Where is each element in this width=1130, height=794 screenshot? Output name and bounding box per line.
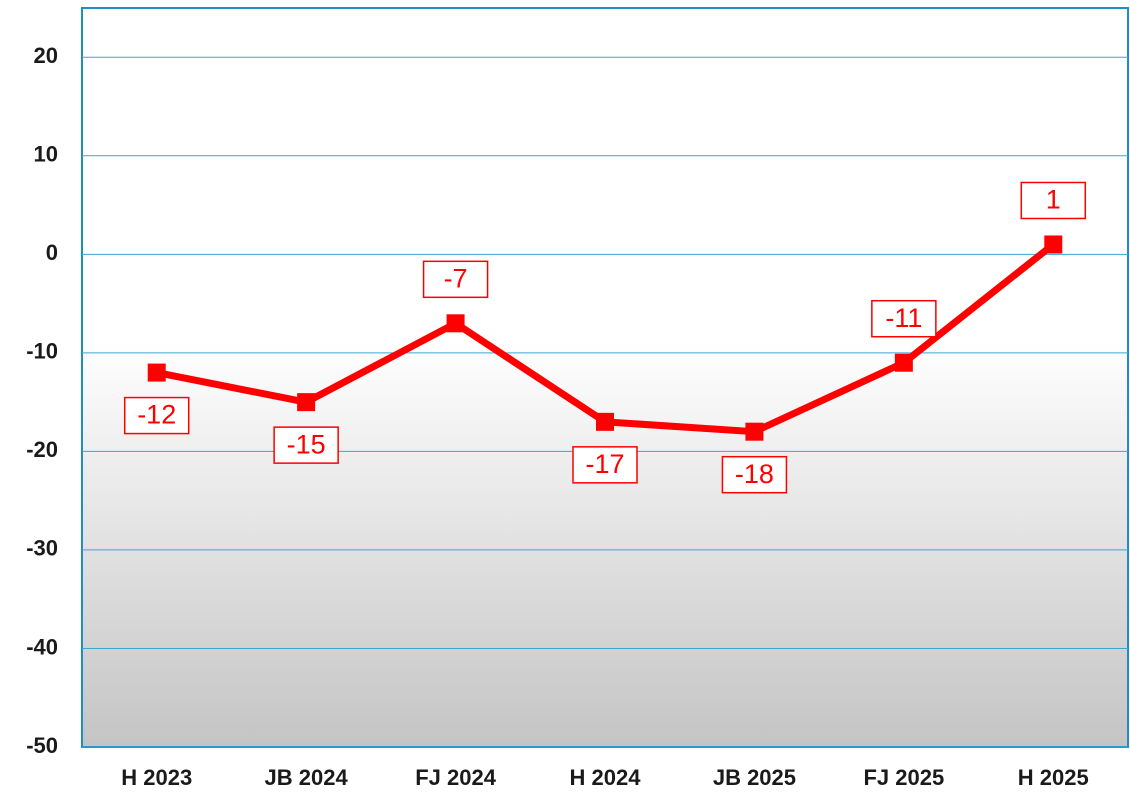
x-tick-label: FJ 2025 [863, 765, 944, 790]
data-label-box [871, 299, 937, 338]
data-point [446, 314, 465, 333]
data-point [1044, 235, 1063, 254]
data-point [894, 353, 913, 372]
data-label: -7 [444, 263, 468, 293]
x-tick-label: JB 2025 [713, 765, 796, 790]
x-tick-label: FJ 2024 [415, 765, 496, 790]
data-point [297, 393, 316, 412]
y-tick-label: 10 [34, 142, 58, 167]
data-label: -11 [885, 303, 922, 333]
data-label-box [422, 260, 489, 299]
data-label-box [721, 455, 788, 494]
x-tick-label: H 2024 [570, 765, 642, 790]
y-tick-label: -10 [26, 339, 58, 364]
x-tick-label: H 2025 [1018, 765, 1089, 790]
data-point [745, 422, 764, 441]
data-label-box [273, 426, 339, 464]
x-tick-label: JB 2024 [265, 765, 349, 790]
data-label-box [572, 446, 638, 484]
data-label: -17 [585, 449, 624, 479]
data-label: -15 [287, 429, 326, 459]
data-label: -12 [137, 400, 176, 430]
y-tick-label: 20 [34, 43, 58, 68]
y-tick-label: -50 [26, 733, 58, 758]
x-tick-label: H 2023 [121, 765, 192, 790]
data-point [147, 363, 166, 382]
data-point [596, 412, 614, 431]
data-label: 1 [1046, 185, 1061, 215]
y-tick-label: -40 [26, 634, 58, 659]
data-label: -18 [735, 459, 774, 489]
y-tick-label: -20 [26, 437, 58, 462]
y-tick-label: 0 [46, 240, 58, 265]
plot-area [81, 7, 1129, 748]
y-tick-label: -30 [26, 536, 58, 561]
data-label-box [1020, 181, 1087, 220]
data-label-box [123, 396, 190, 435]
